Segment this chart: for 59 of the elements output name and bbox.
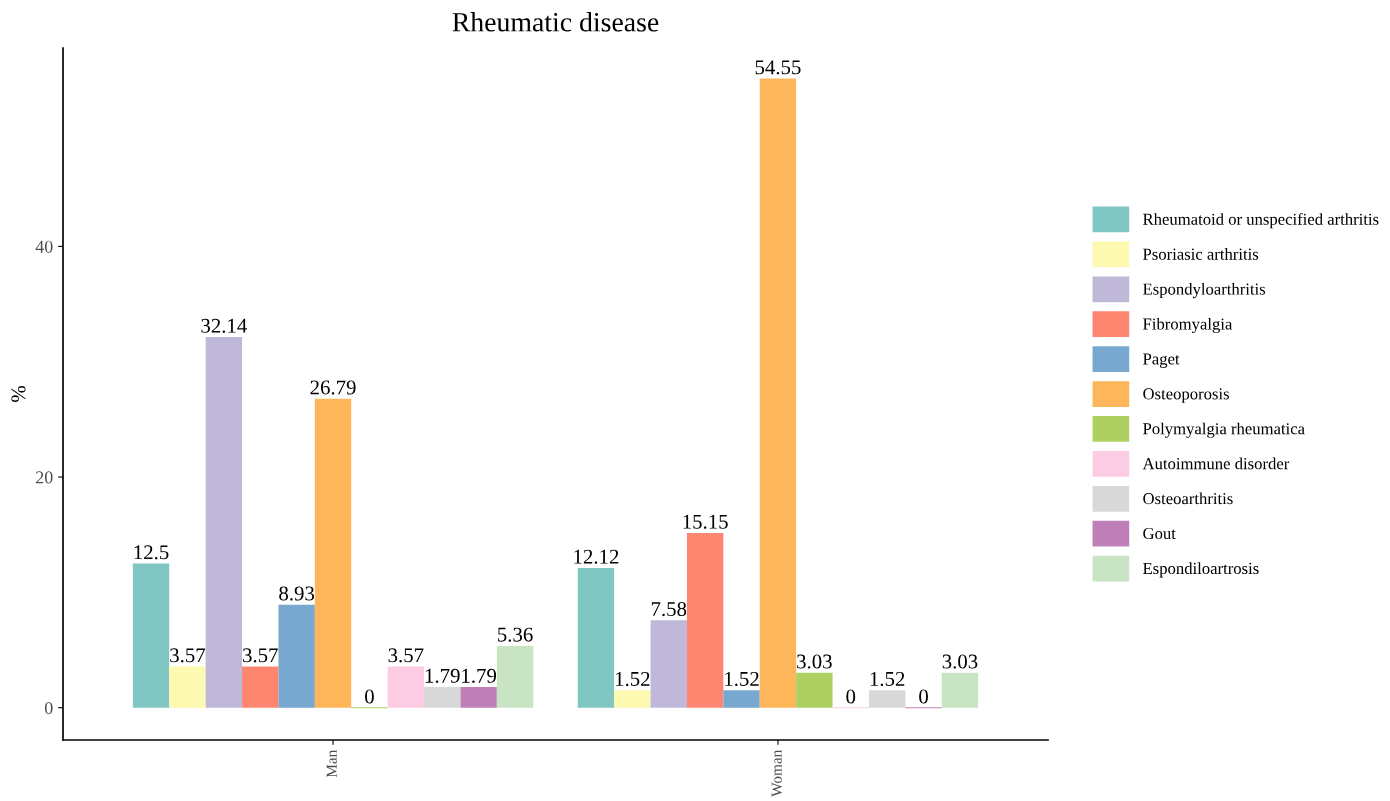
- legend-label: Osteoarthritis: [1143, 492, 1233, 505]
- data-label: 7.58: [651, 601, 687, 617]
- bar: [496, 645, 534, 708]
- data-label: 12.5: [134, 545, 169, 560]
- x-tick-label: Man: [326, 749, 337, 778]
- bar: [686, 532, 724, 708]
- legend-label: Psoriasic arthritis: [1143, 248, 1259, 260]
- data-label: 15.15: [683, 514, 728, 529]
- data-label: 0: [846, 689, 856, 704]
- data-label: 0: [919, 689, 928, 704]
- legend-label: Paget: [1143, 353, 1180, 368]
- bar: [796, 672, 833, 708]
- y-tick-label: 20: [36, 471, 53, 484]
- x-tick-label: Woman: [771, 749, 782, 797]
- chart-title: Rheumatic disease: [452, 12, 659, 32]
- data-label: 3.03: [942, 654, 978, 669]
- data-label: 54.55: [755, 60, 801, 75]
- data-label: 0: [365, 689, 374, 704]
- bar: [132, 563, 170, 708]
- bar: [759, 78, 797, 708]
- bar: [460, 687, 497, 708]
- data-label: 3.57: [170, 648, 206, 663]
- data-label: 1.79: [425, 668, 460, 683]
- data-label: 26.79: [310, 380, 356, 395]
- legend-label: Rheumatoid or unspecified arthritis: [1143, 212, 1379, 229]
- bar: [868, 690, 906, 708]
- bar: [424, 687, 461, 708]
- bar: [205, 337, 243, 708]
- data-label: 1.52: [615, 671, 650, 687]
- data-label: 1.52: [725, 671, 759, 687]
- data-label: 1.52: [870, 671, 905, 687]
- y-axis-title: %: [11, 386, 26, 402]
- bar: [723, 690, 760, 708]
- bar: [169, 666, 206, 708]
- y-tick-label: 40: [35, 240, 53, 253]
- data-label: 5.36: [498, 627, 533, 642]
- y-tick-label: 0: [44, 701, 53, 715]
- legend-label: Autoimmune disorder: [1142, 457, 1290, 470]
- data-label: 3.57: [243, 648, 278, 663]
- bar: [941, 672, 979, 708]
- data-label: 32.14: [201, 318, 247, 333]
- legend-label: Espondiloartrosis: [1143, 562, 1259, 578]
- bar: [278, 604, 315, 708]
- legend-label: Espondyloarthritis: [1143, 282, 1266, 299]
- bar: [387, 666, 425, 708]
- legend-label: Fibromyalgia: [1143, 317, 1233, 334]
- bar: [650, 620, 687, 708]
- data-label: 3.57: [388, 648, 424, 663]
- legend-label: Gout: [1143, 527, 1176, 540]
- data-label: 1.79: [462, 668, 497, 683]
- bar: [314, 398, 352, 708]
- bar: [614, 690, 651, 708]
- bar: [577, 567, 615, 708]
- legend-label: Polymyalgia rheumatica: [1143, 422, 1305, 438]
- data-label: 3.03: [797, 654, 832, 669]
- legend-label: Osteoporosis: [1143, 388, 1229, 403]
- data-label: 12.12: [574, 549, 619, 564]
- bar: [242, 666, 279, 708]
- data-label: 8.93: [279, 586, 315, 601]
